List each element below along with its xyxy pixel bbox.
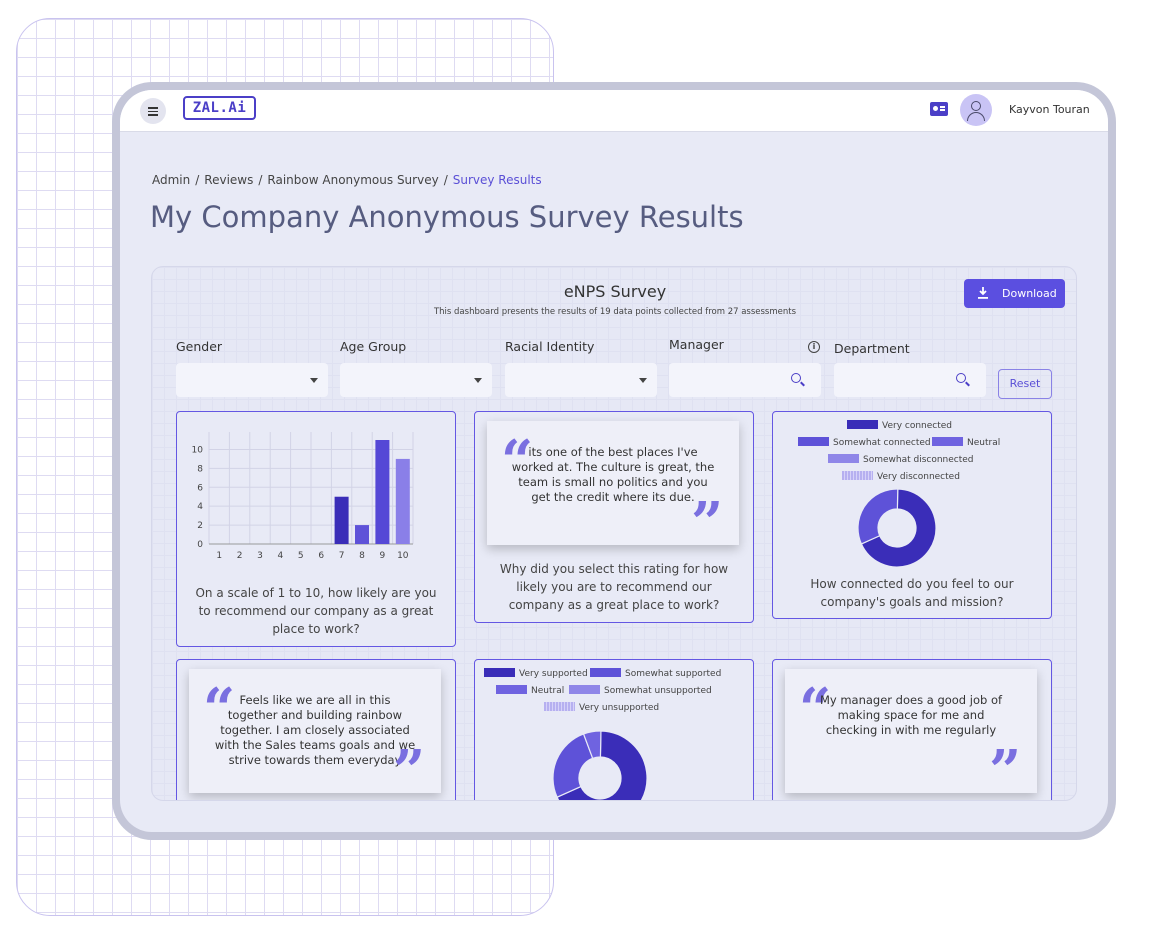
user-name[interactable]: Kayvon Touran <box>1009 103 1090 116</box>
manager-label: Manager <box>669 337 724 352</box>
age-group-select[interactable] <box>340 363 492 397</box>
chevron-down-icon <box>310 378 318 383</box>
x-tick-label: 3 <box>257 551 263 561</box>
survey-panel: eNPS Survey This dashboard presents the … <box>151 266 1077 801</box>
y-tick-label: 4 <box>197 502 203 512</box>
slice-very-supported <box>556 730 648 800</box>
slice-neutral <box>582 730 602 760</box>
breadcrumb: Admin / Reviews / Rainbow Anonymous Survey / S… <box>152 173 542 187</box>
legend-very-supported: Very supported <box>484 668 588 679</box>
manager-quote-card: “ My manager does a good job of making s… <box>772 659 1052 800</box>
racial-identity-select[interactable] <box>505 363 657 397</box>
chevron-down-icon <box>639 378 647 383</box>
chevron-down-icon <box>474 378 482 383</box>
bar-9 <box>375 440 390 544</box>
legend-very-disconnected: Very disconnected <box>842 471 960 482</box>
y-tick-label: 0 <box>197 540 203 550</box>
bar-10 <box>395 458 410 544</box>
racial-identity-label: Racial Identity <box>505 339 595 354</box>
goals-quote-card: “ Feels like we are all in this together… <box>176 659 456 800</box>
quote-box: “ Feels like we are all in this together… <box>189 669 441 799</box>
breadcrumb-current: Survey Results <box>452 173 542 187</box>
bar-7 <box>334 496 349 544</box>
legend-neutral: Neutral <box>932 437 1000 448</box>
quote-open-icon: “ <box>799 676 832 742</box>
x-tick-label: 1 <box>216 551 222 561</box>
breadcrumb-admin[interactable]: Admin <box>152 173 191 187</box>
manager-search-input[interactable] <box>669 363 821 397</box>
y-tick-label: 8 <box>197 464 203 474</box>
survey-subtitle: This dashboard presents the results of 1… <box>433 307 797 317</box>
quote-open-icon: “ <box>501 428 534 494</box>
download-icon <box>978 287 988 299</box>
quote-box: “ My manager does a good job of making s… <box>785 669 1037 799</box>
y-tick-label: 10 <box>192 445 204 455</box>
survey-title: eNPS Survey <box>563 282 667 301</box>
connection-donut-chart <box>857 488 937 568</box>
x-tick-label: 7 <box>339 551 345 561</box>
download-button[interactable]: Download <box>964 279 1065 308</box>
top-bar: ZAL.Ai Kayvon Touran <box>120 90 1108 132</box>
quote-open-icon: “ <box>203 676 236 742</box>
bar-8 <box>355 525 369 544</box>
legend-somewhat-disconnected: Somewhat disconnected <box>828 454 974 465</box>
search-icon <box>956 373 966 383</box>
slice-very-connected <box>860 488 937 568</box>
quote-box: “ its one of the best places I've worked… <box>487 421 739 551</box>
support-card: Very supported Somewhat supported Neutra… <box>474 659 754 800</box>
breadcrumb-survey[interactable]: Rainbow Anonymous Survey <box>267 173 439 187</box>
x-tick-label: 2 <box>237 551 243 561</box>
breadcrumb-reviews[interactable]: Reviews <box>204 173 254 187</box>
id-card-icon[interactable] <box>930 102 948 116</box>
x-tick-label: 5 <box>298 551 304 561</box>
slice-somewhat-supported <box>552 733 594 798</box>
quote-close-icon: ” <box>989 738 1022 801</box>
app-screen: ZAL.Ai Kayvon Touran Admin / Reviews / Rainb… <box>120 90 1108 832</box>
rating-reason-card: “ its one of the best places I've worked… <box>474 411 754 623</box>
legend-somewhat-unsupported: Somewhat unsupported <box>569 685 712 696</box>
gender-select[interactable] <box>176 363 328 397</box>
enps-rating-card: 0 2 4 6 8 10 1 2 3 4 5 6 7 8 9 10 On a scale of 1 to 10… <box>176 411 456 647</box>
q2-question: Why did you select this rating for how l… <box>499 562 729 612</box>
quote-text: its one of the best places I've worked a… <box>511 445 715 504</box>
y-tick-label: 6 <box>197 483 203 493</box>
info-icon[interactable]: i <box>808 341 820 353</box>
legend-very-unsupported: Very unsupported <box>544 702 659 713</box>
legend-very-connected: Very connected <box>847 420 952 431</box>
age-group-label: Age Group <box>340 339 407 354</box>
search-icon <box>791 373 801 383</box>
x-tick-label: 10 <box>397 551 409 561</box>
avatar[interactable] <box>960 94 992 126</box>
app-logo[interactable]: ZAL.Ai <box>183 96 256 120</box>
slice-somewhat-connected <box>857 488 899 545</box>
x-tick-label: 9 <box>380 551 386 561</box>
hamburger-menu-icon[interactable] <box>140 98 166 124</box>
quote-close-icon: ” <box>393 738 426 801</box>
department-label: Department <box>834 341 910 356</box>
q3-question: How connected do you feel to our company… <box>810 577 1014 609</box>
x-tick-label: 8 <box>359 551 365 561</box>
quote-text: Feels like we are all in this together a… <box>214 693 416 767</box>
support-donut-chart <box>552 730 648 800</box>
q1-question: On a scale of 1 to 10, how likely are yo… <box>195 586 437 636</box>
quote-close-icon: ” <box>691 490 724 556</box>
gender-label: Gender <box>176 339 223 354</box>
legend-neutral: Neutral <box>496 685 564 696</box>
legend-somewhat-supported: Somewhat supported <box>590 668 721 679</box>
department-search-input[interactable] <box>834 363 986 397</box>
legend-somewhat-connected: Somewhat connected <box>798 437 931 448</box>
reset-button[interactable]: Reset <box>998 369 1052 399</box>
connection-card: Very connected Somewhat connected Neutra… <box>772 411 1052 619</box>
page-title: My Company Anonymous Survey Results <box>150 200 744 234</box>
download-label: Download <box>1002 287 1057 300</box>
y-tick-label: 2 <box>197 521 203 531</box>
x-tick-label: 4 <box>278 551 284 561</box>
quote-text: My manager does a good job of making spa… <box>819 693 1003 737</box>
x-tick-label: 6 <box>318 551 324 561</box>
